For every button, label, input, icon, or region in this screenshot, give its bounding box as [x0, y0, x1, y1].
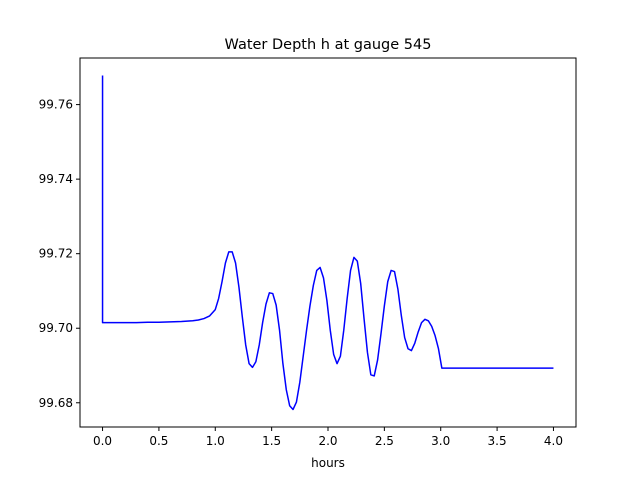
y-tick-label: 99.74 [39, 172, 73, 186]
x-tick-label: 2.5 [375, 434, 394, 448]
x-tick-label: 0.5 [149, 434, 168, 448]
x-tick-label: 4.0 [544, 434, 563, 448]
plot-frame [79, 57, 577, 428]
x-tick-label: 3.5 [488, 434, 507, 448]
y-tick-label: 99.72 [39, 247, 73, 261]
chart-title: Water Depth h at gauge 545 [225, 37, 432, 53]
x-tick-label: 1.0 [206, 434, 225, 448]
x-tick-label: 1.5 [262, 434, 281, 448]
x-axis: 0.0 0.5 1.0 1.5 2.0 2.5 3.0 3.5 4.0 [93, 427, 563, 448]
x-tick-label: 3.0 [431, 434, 450, 448]
plot-area [79, 57, 577, 428]
x-axis-label: hours [311, 456, 345, 470]
y-tick-label: 99.70 [39, 321, 73, 335]
series-line [101, 75, 554, 411]
y-tick-label: 99.76 [39, 98, 73, 112]
y-tick-label: 99.68 [39, 396, 73, 410]
y-axis: 99.68 99.70 99.72 99.74 99.76 [39, 98, 80, 410]
x-tick-label: 2.0 [318, 434, 337, 448]
x-tick-label: 0.0 [93, 434, 112, 448]
